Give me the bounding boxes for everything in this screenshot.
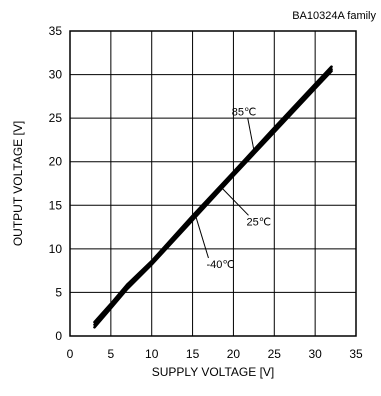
y-tick-label: 20 bbox=[49, 155, 63, 169]
annotation-label-2: -40℃ bbox=[206, 259, 234, 271]
x-tick-label: 0 bbox=[67, 347, 74, 361]
y-tick-label: 35 bbox=[49, 24, 63, 38]
annotation-label-0: 85℃ bbox=[232, 107, 257, 119]
x-tick-label: 20 bbox=[227, 347, 241, 361]
y-tick-label: 10 bbox=[49, 242, 63, 256]
x-tick-label: 30 bbox=[308, 347, 322, 361]
x-axis-title: SUPPLY VOLTAGE [V] bbox=[152, 365, 275, 379]
x-tick-label: 35 bbox=[349, 347, 363, 361]
tick-labels: 0 5 10 15 20 25 30 35 0 5 10 15 20 25 30 35 bbox=[49, 24, 363, 361]
annotation-leader-1 bbox=[220, 186, 249, 216]
plot-frame bbox=[69, 30, 357, 337]
y-tick-label: 25 bbox=[49, 111, 63, 125]
y-tick-label: 5 bbox=[55, 285, 62, 299]
y-tick-label: 15 bbox=[49, 198, 63, 212]
x-tick-label: 5 bbox=[108, 347, 115, 361]
y-tick-label: 30 bbox=[49, 68, 63, 82]
chart-family-label: BA10324A family bbox=[292, 10, 376, 22]
annotations: 85℃ 25℃ -40℃ bbox=[195, 107, 272, 271]
grid bbox=[70, 31, 356, 336]
x-tick-label: 15 bbox=[186, 347, 200, 361]
series-lines bbox=[93, 65, 333, 329]
series-line-0 bbox=[93, 65, 333, 324]
annotation-leader-2 bbox=[195, 216, 209, 259]
y-tick-label: 0 bbox=[55, 329, 62, 343]
annotation-label-1: 25℃ bbox=[247, 216, 272, 228]
y-axis-title: OUTPUT VOLTAGE [V] bbox=[11, 121, 25, 246]
annotation-leader-0 bbox=[247, 118, 255, 151]
x-tick-label: 10 bbox=[145, 347, 159, 361]
series-line-2 bbox=[93, 69, 333, 329]
x-tick-label: 25 bbox=[268, 347, 282, 361]
